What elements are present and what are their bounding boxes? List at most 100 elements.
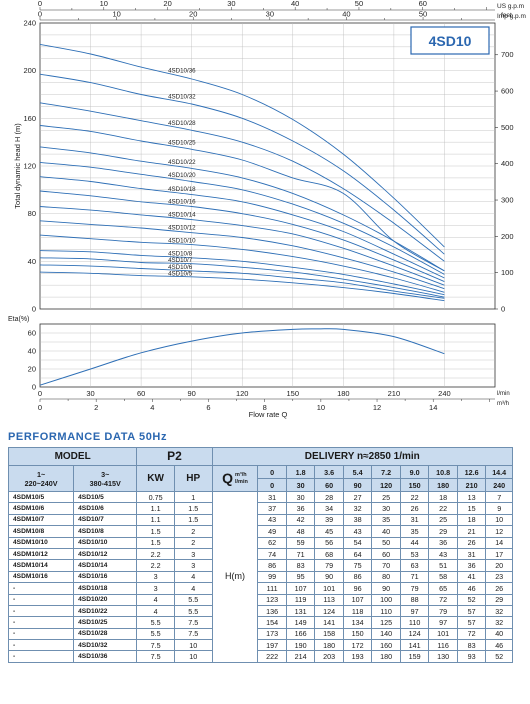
head-value-cell: 222 — [257, 650, 287, 663]
head-value-cell: 79 — [399, 582, 430, 595]
table-row: -4SD10/32 7.5 10 197 190 180 172 160 141 116 83 46 — [7, 639, 513, 652]
model-1ph-cell: - — [7, 627, 75, 641]
head-value-cell: 29 — [485, 593, 513, 606]
head-value-cell: 140 — [371, 627, 401, 641]
head-value-cell: 17 — [485, 547, 513, 561]
y2-tick-label: 200 — [501, 232, 514, 241]
hp-cell: 2 — [173, 525, 213, 538]
pump-curve-charts: 040801201602002400100200300400500600700f… — [8, 0, 526, 419]
table-row: 4SDM10/7 4SD10/7 1.1 1.5 43 42 39 38 35 31 25 18 10 — [7, 513, 513, 527]
lmin-tick-label: 90 — [187, 389, 195, 398]
model-3ph-cell: 4SD10/16 — [73, 570, 138, 584]
hp-cell: 4 — [173, 582, 213, 595]
model-3ph-cell: 4SD10/36 — [73, 650, 138, 663]
head-value-cell: 18 — [428, 490, 458, 504]
head-value-cell: 52 — [485, 650, 513, 663]
head-value-cell: 123 — [257, 593, 287, 606]
head-value-cell: 53 — [399, 547, 430, 561]
head-value-cell: 71 — [399, 570, 430, 584]
head-value-cell: 116 — [428, 639, 458, 652]
head-value-cell: 136 — [257, 604, 287, 618]
head-value-cell: 125 — [371, 616, 401, 629]
x-axis-label: Flow rate Q — [249, 410, 288, 419]
q-m3h-cell: 0 — [257, 465, 287, 479]
curve-4sd10-32 — [39, 73, 445, 255]
curve-label: 4SD10/14 — [168, 211, 196, 218]
chart-title-box — [410, 26, 490, 55]
head-value-cell: 36 — [428, 536, 458, 549]
performance-data-title: PERFORMANCE DATA 50Hz — [8, 431, 168, 443]
q-lmin-cell: 0 — [257, 478, 287, 492]
hp-cell: 5.5 — [173, 593, 213, 606]
head-value-cell: 12 — [485, 525, 513, 538]
head-value-cell: 13 — [456, 490, 487, 504]
head-value-cell: 190 — [285, 639, 316, 652]
table-row: 4SDM10/10 4SD10/10 1.5 2 62 59 56 54 50 44 36 26 14 — [7, 536, 513, 549]
head-value-cell: 59 — [285, 536, 316, 549]
head-value-cell: 79 — [314, 559, 344, 572]
curve-label: 4SD10/8 — [168, 251, 193, 258]
head-value-cell: 46 — [485, 639, 513, 652]
kw-cell: 3 — [136, 570, 175, 584]
model-1ph-cell: 4SDM10/16 — [7, 570, 75, 584]
hp-cell: 1.5 — [173, 513, 213, 527]
curve-4sd10-28 — [39, 102, 445, 262]
head-value-cell: 28 — [314, 490, 344, 504]
head-value-cell: 32 — [485, 604, 513, 618]
imp-gpm-axis-label: Imp g.p.m — [497, 13, 526, 20]
head-value-cell: 54 — [342, 536, 373, 549]
eta-tick-label: 60 — [28, 329, 36, 338]
head-value-cell: 158 — [314, 627, 344, 641]
hp-cell: 10 — [173, 639, 213, 652]
curve-4sd10-7 — [39, 257, 445, 298]
head-value-cell: 154 — [257, 616, 287, 629]
head-value-cell: 20 — [485, 559, 513, 572]
curve-label: 4SD10/18 — [168, 186, 196, 193]
y2-tick-label: 700 — [501, 50, 514, 59]
head-value-cell: 43 — [257, 513, 287, 527]
head-unit-cell: H(m) — [211, 491, 259, 663]
m3h-tick-label: 0 — [38, 403, 42, 412]
head-value-cell: 25 — [428, 513, 458, 527]
chart-title: 4SD10 — [429, 33, 472, 49]
model-1ph-cell: 4SDM10/6 — [7, 502, 75, 515]
q-m3h-cell: 3.6 — [314, 465, 344, 479]
head-value-cell: 100 — [371, 593, 401, 606]
table-row: 4SDM10/14 4SD10/14 2.2 3 86 83 79 75 70 63 51 36 20 — [7, 559, 513, 572]
model-1ph-cell: 4SDM10/12 — [7, 547, 75, 561]
model-1ph-cell: 4SDM10/8 — [7, 525, 75, 538]
head-value-cell: 30 — [285, 490, 316, 504]
lmin-tick-label: 210 — [388, 389, 401, 398]
head-value-cell: 29 — [428, 525, 458, 538]
kw-cell: 2.2 — [136, 547, 175, 561]
y2-tick-label: 100 — [501, 268, 514, 277]
model-3ph-cell: 4SD10/14 — [73, 559, 138, 572]
m3h-unit-label: m³/h — [497, 401, 509, 407]
head-value-cell: 68 — [314, 547, 344, 561]
head-value-cell: 71 — [285, 547, 316, 561]
head-value-cell: 14 — [485, 536, 513, 549]
model-3ph-cell: 4SD10/22 — [73, 604, 138, 618]
table-row: -4SD10/28 5.5 7.5 173 166 158 150 140 124 101 72 40 — [7, 627, 513, 641]
head-value-cell: 41 — [456, 570, 487, 584]
curve-4sd10-25 — [39, 125, 445, 272]
curve-label: 4SD10/7 — [168, 257, 193, 264]
model-1ph-cell: - — [7, 639, 75, 652]
head-value-cell: 172 — [342, 639, 373, 652]
head-value-cell: 9 — [485, 502, 513, 515]
head-value-cell: 111 — [257, 582, 287, 595]
head-value-cell: 65 — [428, 582, 458, 595]
y-tick-label: 40 — [28, 257, 36, 266]
three-phase-header: 3~ 380-415V — [73, 465, 138, 492]
us-gpm-tick-label: 40 — [291, 0, 299, 8]
lmin-tick-label: 240 — [438, 389, 451, 398]
head-value-cell: 43 — [428, 547, 458, 561]
model-3ph-cell: 4SD10/32 — [73, 639, 138, 652]
imp-gpm-tick-label: 40 — [342, 10, 350, 19]
head-value-cell: 101 — [314, 582, 344, 595]
model-1ph-cell: - — [7, 650, 75, 663]
head-value-cell: 141 — [314, 616, 344, 629]
p2-header: P2 — [136, 447, 213, 466]
head-value-cell: 75 — [342, 559, 373, 572]
model-3ph-cell: 4SD10/7 — [73, 513, 138, 527]
